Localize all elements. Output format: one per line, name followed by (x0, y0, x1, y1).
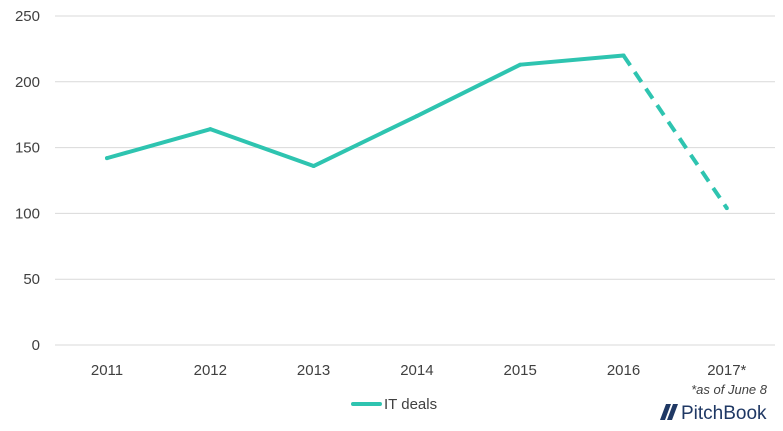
gridlines (55, 15, 775, 346)
x-tick-label-2015: 2015 (504, 362, 537, 379)
x-tick-label-2016: 2016 (607, 362, 640, 379)
pitchbook-logo-icon (660, 404, 678, 420)
series-it-deals (105, 53, 729, 211)
data-point-2011 (105, 156, 109, 161)
y-tick-label-150: 150 (15, 140, 40, 157)
pitchbook-logo: PitchBook (660, 403, 767, 424)
legend-label-it-deals: IT deals (384, 396, 437, 413)
y-tick-label-100: 100 (15, 205, 40, 222)
x-tick-label-2013: 2013 (297, 362, 330, 379)
data-point-2013 (311, 164, 316, 169)
pitchbook-logo-text: PitchBook (681, 403, 767, 424)
series-line-projected (621, 54, 729, 210)
x-axis-tick-labels: 2011 2012 2013 2014 2015 2016 2017* (91, 362, 747, 379)
data-point-2012 (208, 127, 213, 132)
y-tick-label-0: 0 (32, 337, 40, 354)
y-axis-tick-labels: 0 50 100 150 200 250 (15, 8, 40, 354)
x-tick-label-2011: 2011 (91, 362, 123, 379)
y-tick-label-50: 50 (23, 271, 40, 288)
legend: IT deals (351, 396, 437, 413)
x-tick-label-2017: 2017* (707, 362, 746, 379)
data-point-2015 (518, 62, 523, 67)
x-tick-label-2012: 2012 (194, 362, 227, 379)
x-tick-label-2014: 2014 (400, 362, 433, 379)
data-point-2017 (724, 206, 729, 211)
series-line-actual (105, 53, 626, 169)
footnote-as-of: *as of June 8 (691, 382, 768, 397)
data-point-2016 (621, 53, 626, 58)
y-tick-label-200: 200 (15, 74, 40, 91)
y-tick-label-250: 250 (15, 8, 40, 25)
data-point-2014 (414, 114, 419, 119)
